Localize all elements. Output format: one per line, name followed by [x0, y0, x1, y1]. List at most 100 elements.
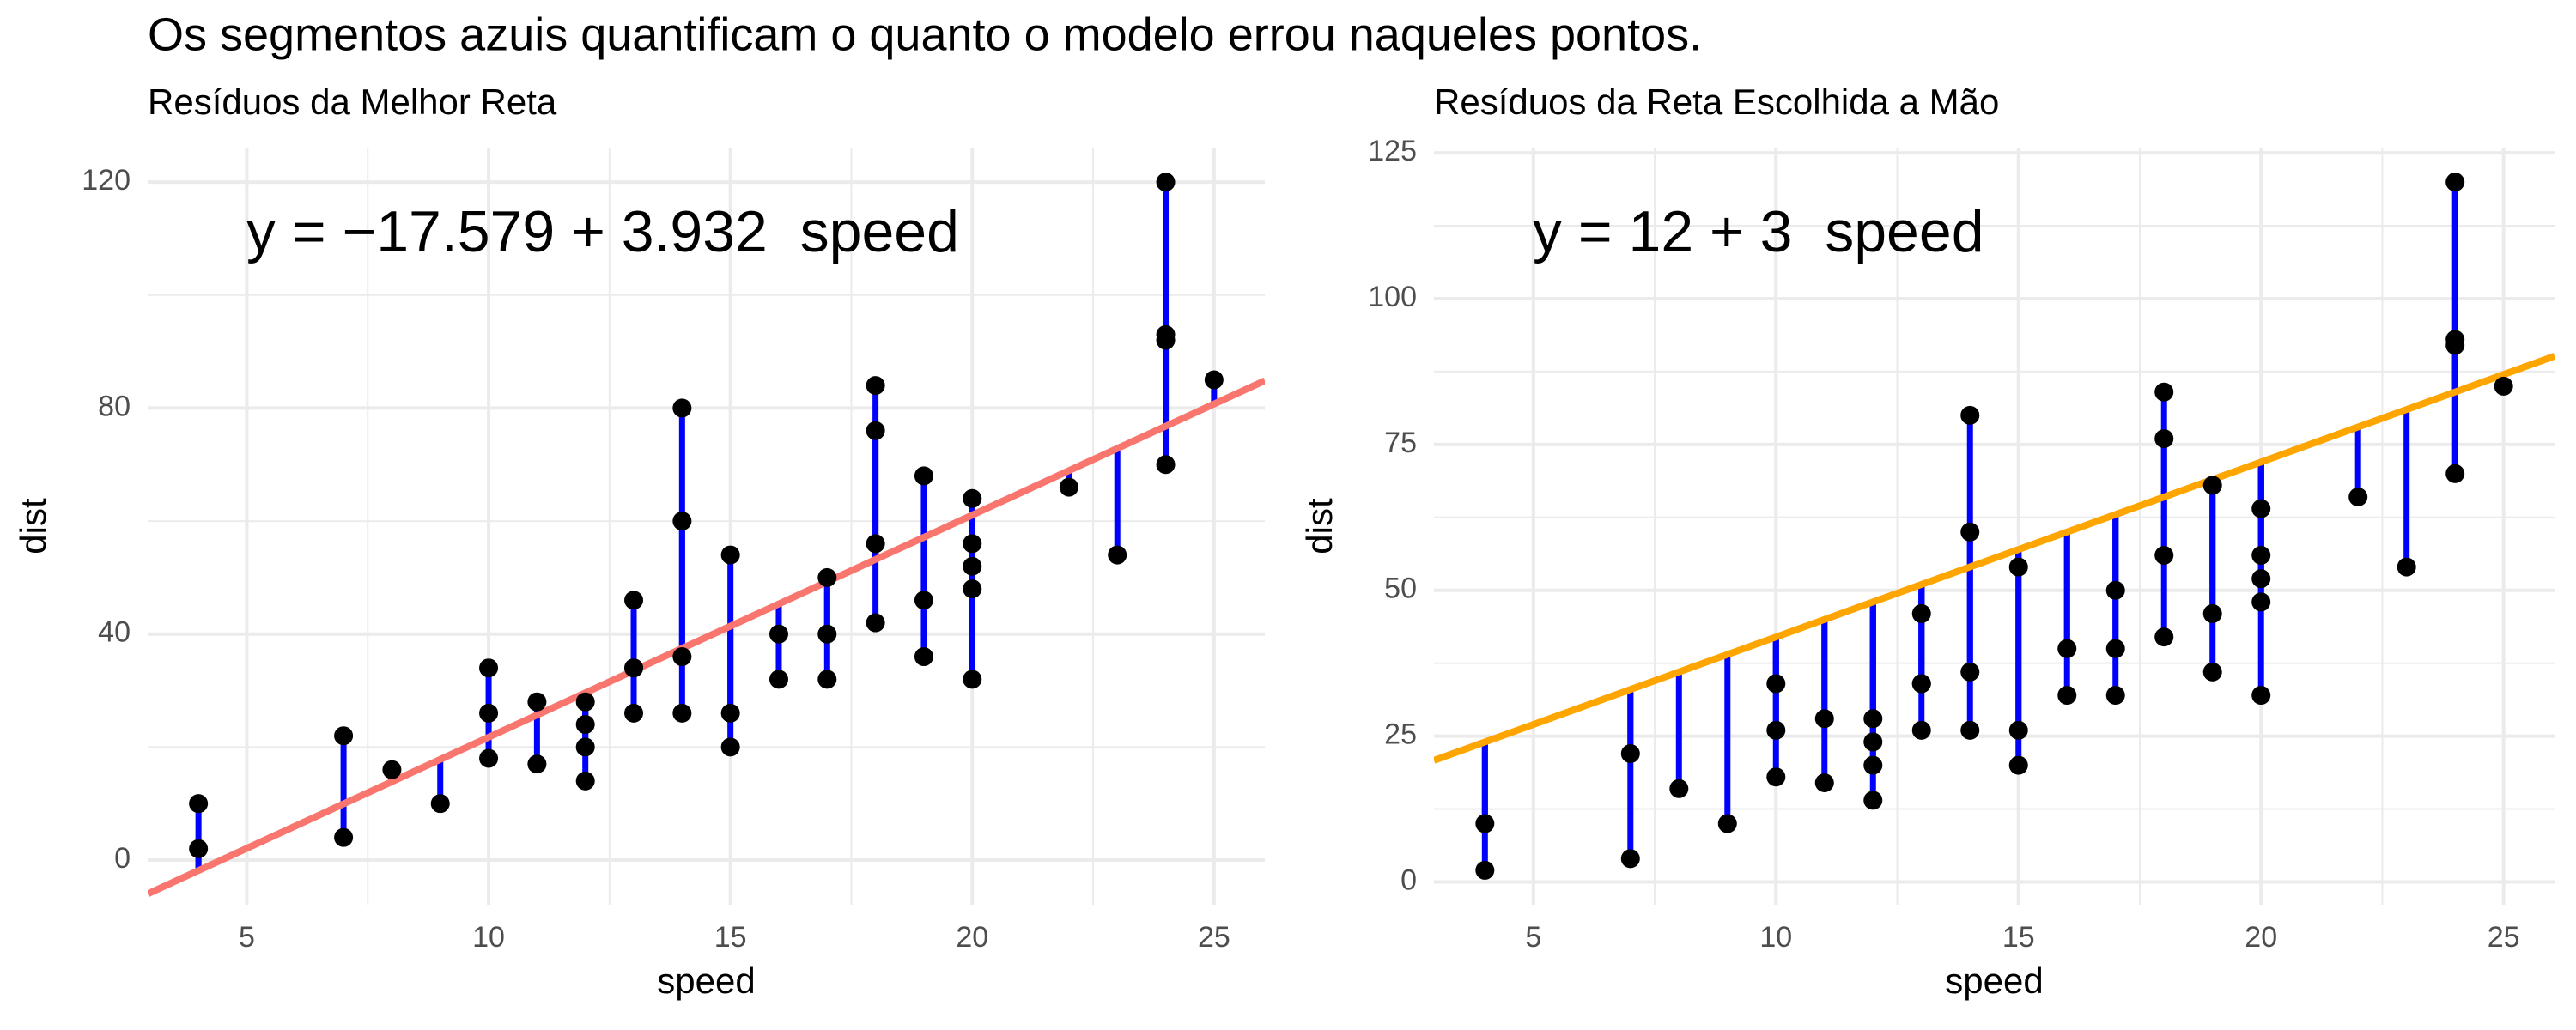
- point: [624, 703, 644, 723]
- point: [963, 534, 982, 554]
- point: [2105, 580, 2125, 600]
- point: [1863, 791, 1883, 810]
- point: [2154, 545, 2174, 565]
- point: [1156, 173, 1176, 192]
- x-axis-title: speed: [657, 960, 755, 1001]
- point: [1717, 814, 1737, 833]
- y-tick-label: 100: [1368, 281, 1417, 313]
- point: [1960, 405, 1980, 425]
- plot-area: [148, 173, 1265, 897]
- x-tick-label: 5: [1525, 921, 1541, 954]
- x-tick-label: 15: [2002, 921, 2035, 954]
- point: [866, 534, 885, 554]
- y-tick-label: 120: [82, 164, 131, 197]
- point: [527, 754, 547, 774]
- point: [1911, 720, 1931, 740]
- x-tick-label: 10: [1759, 921, 1792, 954]
- y-tick-label: 25: [1384, 718, 1417, 751]
- point: [575, 692, 595, 712]
- point: [672, 647, 692, 667]
- point: [963, 670, 982, 689]
- point: [1863, 709, 1883, 729]
- point: [914, 591, 933, 610]
- x-tick-label: 25: [1198, 921, 1230, 954]
- point: [2251, 686, 2271, 706]
- point: [1108, 545, 1127, 565]
- point: [769, 624, 788, 644]
- point: [1863, 755, 1883, 775]
- point: [2445, 173, 2465, 192]
- y-tick-label: 0: [114, 842, 131, 875]
- plot-area: [1434, 173, 2555, 880]
- point: [1814, 772, 1834, 792]
- point: [2445, 464, 2465, 483]
- panel: Resíduos da Melhor Reta 5 10 15 20 25 0 40 80 120…: [13, 82, 1265, 1001]
- y-tick-label: 0: [1400, 863, 1417, 896]
- subtitle: Resíduos da Melhor Reta: [148, 82, 557, 122]
- y-axis-title: dist: [1299, 498, 1340, 554]
- x-axis-title: speed: [1945, 960, 2043, 1001]
- point: [479, 748, 499, 768]
- point: [2348, 488, 2368, 507]
- point: [720, 545, 740, 565]
- point: [1766, 720, 1786, 740]
- point: [914, 466, 933, 486]
- point: [720, 737, 740, 757]
- figure-title: Os segmentos azuis quantificam o quanto …: [148, 9, 1702, 60]
- y-tick-label: 40: [98, 616, 131, 649]
- point: [1911, 674, 1931, 694]
- point: [2057, 686, 2077, 706]
- point: [2008, 720, 2028, 740]
- point: [2154, 429, 2174, 449]
- point: [1960, 720, 1980, 740]
- point: [963, 488, 982, 508]
- point: [2105, 639, 2125, 658]
- point: [1960, 662, 1980, 682]
- point: [866, 613, 885, 633]
- point: [575, 771, 595, 791]
- y-tick-label: 80: [98, 390, 131, 422]
- point: [1620, 744, 1640, 764]
- point: [2154, 382, 2174, 402]
- x-tick-label: 10: [472, 921, 505, 954]
- point: [2202, 603, 2222, 623]
- point: [2445, 330, 2465, 349]
- point: [2105, 686, 2125, 706]
- fit-line: [1434, 353, 2555, 764]
- point: [1475, 860, 1495, 880]
- point: [1156, 455, 1176, 475]
- point: [1620, 849, 1640, 869]
- point: [2008, 755, 2028, 775]
- point: [2251, 592, 2271, 612]
- point: [1766, 767, 1786, 787]
- point: [866, 376, 885, 396]
- x-tick-label: 20: [2245, 921, 2277, 954]
- x-tick-label: 15: [714, 921, 747, 954]
- point: [575, 737, 595, 757]
- point: [1204, 370, 1224, 390]
- point: [866, 421, 885, 440]
- point: [2251, 569, 2271, 589]
- point: [575, 715, 595, 735]
- panel: Resíduos da Reta Escolhida a Mão 5 10 15 20 2…: [1299, 82, 2555, 1001]
- y-tick-label: 50: [1384, 573, 1417, 605]
- point: [2202, 476, 2222, 495]
- point: [1156, 324, 1176, 344]
- point: [2397, 557, 2416, 577]
- point: [2008, 557, 2028, 577]
- point: [672, 703, 692, 723]
- point: [2251, 545, 2271, 565]
- y-tick-label: 75: [1384, 427, 1417, 459]
- y-axis-title: dist: [13, 498, 53, 554]
- point: [817, 670, 837, 689]
- subtitle: Resíduos da Reta Escolhida a Mão: [1434, 82, 1999, 122]
- point: [624, 658, 644, 678]
- point: [1766, 674, 1786, 694]
- point: [2202, 662, 2222, 682]
- point: [527, 692, 547, 712]
- point: [1669, 779, 1689, 798]
- point: [914, 647, 933, 667]
- point: [1475, 814, 1495, 833]
- y-tick-label: 125: [1368, 135, 1417, 167]
